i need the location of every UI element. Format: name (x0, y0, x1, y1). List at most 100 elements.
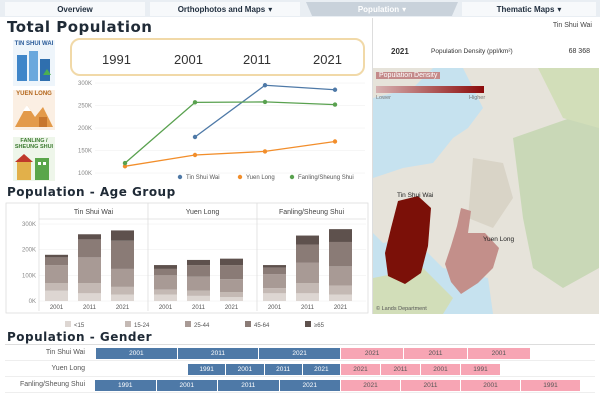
row-divider (5, 376, 595, 377)
density-district-name: Tin Shui Wai (552, 22, 592, 29)
bar-segment (111, 230, 134, 241)
gender-female-segment[interactable]: 2021 (341, 348, 405, 359)
year-2011[interactable]: 2011 (243, 52, 271, 67)
gender-female-segment[interactable]: 1991 (521, 380, 581, 391)
bar-segment (296, 235, 319, 245)
year-2021[interactable]: 2021 (313, 52, 342, 67)
bar-segment (154, 294, 177, 301)
legend-swatch (237, 174, 243, 180)
gender-female-segment[interactable]: 2021 (341, 380, 401, 391)
bar-segment (187, 265, 210, 277)
bar-segment (263, 293, 286, 301)
gender-male-segment[interactable]: 2021 (259, 348, 341, 359)
bar-segment (220, 265, 243, 280)
building-icon (17, 51, 51, 81)
gender-male-segment[interactable]: 1991 (188, 364, 227, 375)
legend-label: <15 (74, 323, 85, 329)
x-tick-label: 2001 (159, 305, 173, 311)
bar-segment (111, 240, 134, 269)
gender-female-segment[interactable]: 2011 (381, 364, 421, 375)
y-tick-label: 0K (29, 299, 36, 305)
district-fanling-sheung-shui[interactable]: FANLING / SHEUNG SHUI (13, 137, 55, 181)
bar-segment (329, 294, 352, 301)
chevron-down-icon: ▾ (268, 4, 273, 14)
bar-segment (329, 241, 352, 267)
density-year: 2021 (391, 47, 409, 56)
bar-segment (296, 262, 319, 284)
gender-row-label: Fanling/Sheung Shui (20, 381, 85, 388)
gender-female-segment[interactable]: 1991 (461, 364, 501, 375)
bar-segment (187, 290, 210, 296)
bar-segment (154, 289, 177, 295)
gender-female-segment[interactable]: 2001 (421, 364, 461, 375)
density-map[interactable]: Tin Shui Wai Yuen Long © Lands Departmen… (373, 68, 599, 314)
series-line-2 (124, 101, 336, 164)
density-label: Population Density (ppl/km²) (431, 48, 513, 55)
legend-swatch (305, 321, 311, 327)
bar-segment (154, 265, 177, 269)
tab-thematic-maps[interactable]: Thematic Maps ▾ (462, 2, 596, 16)
gender-row-label: Yuen Long (51, 365, 85, 372)
bar-segment (263, 274, 286, 289)
density-value: 68 368 (568, 48, 590, 55)
gender-male-segment[interactable]: 2001 (226, 364, 265, 375)
legend-swatch (65, 321, 71, 327)
bar-segment (296, 244, 319, 263)
legend-swatch (185, 321, 191, 327)
bar-segment (111, 286, 134, 295)
bar-segment (78, 293, 101, 301)
panel-header: Yuen Long (186, 209, 220, 216)
gender-male-segment[interactable]: 2011 (218, 380, 280, 391)
bar-segment (263, 288, 286, 294)
bar-segment (78, 257, 101, 284)
y-tick-label: 200K (22, 248, 36, 254)
gender-title: Population - Gender (7, 330, 153, 344)
gender-male-segment[interactable]: 2011 (264, 364, 303, 375)
map-label-yuen-long: Yuen Long (483, 236, 515, 243)
gender-male-segment[interactable]: 2011 (177, 348, 260, 359)
bar-segment (78, 234, 101, 240)
series-line-1 (124, 140, 336, 167)
year-2001[interactable]: 2001 (174, 52, 203, 67)
tab-population[interactable]: Population ▾ (306, 2, 458, 16)
bar-segment (263, 265, 286, 268)
gender-female-segment[interactable]: 2011 (401, 380, 461, 391)
x-tick-label: 2011 (83, 305, 97, 311)
row-divider (5, 392, 595, 393)
panel-header: Tin Shui Wai (74, 209, 114, 216)
gender-male-segment[interactable]: 2001 (96, 348, 178, 359)
bar-segment (329, 266, 352, 286)
gender-female-segment[interactable]: 2001 (467, 348, 531, 359)
tab-overview[interactable]: Overview (5, 2, 145, 16)
gender-female-segment[interactable]: 2001 (461, 380, 521, 391)
y-tick-label: 300K (22, 222, 36, 228)
y-tick-label: 250K (78, 104, 92, 110)
gender-male-segment[interactable]: 2021 (279, 380, 341, 391)
map-label-tin-shui-wai: Tin Shui Wai (397, 192, 434, 199)
legend-swatch (125, 321, 131, 327)
gender-female-segment[interactable]: 2021 (341, 364, 381, 375)
district-tin-shui-wai[interactable]: TIN SHUI WAI (13, 40, 55, 86)
data-point (332, 87, 338, 92)
legend-label: 45-64 (254, 323, 270, 329)
gender-female-segment[interactable]: 2011 (404, 348, 468, 359)
bar-segment (329, 285, 352, 295)
legend-label: 15-24 (134, 323, 150, 329)
data-point (332, 139, 338, 144)
year-1991[interactable]: 1991 (102, 52, 131, 67)
legend-swatch (289, 174, 295, 180)
data-point (122, 160, 128, 166)
gender-male-segment[interactable]: 1991 (95, 380, 157, 391)
legend-label: Fanling/Sheung Shui (298, 175, 354, 181)
tab-orthophotos-and-maps[interactable]: Orthophotos and Maps ▾ (150, 2, 300, 16)
bar-segment (220, 258, 243, 266)
bar-segment (296, 283, 319, 294)
legend-label: Tin Shui Wai (186, 175, 220, 181)
district-yuen-long[interactable]: YUEN LONG (13, 90, 55, 130)
y-tick-label: 100K (22, 273, 36, 279)
bar-segment (111, 294, 134, 301)
gender-male-segment[interactable]: 2001 (156, 380, 218, 391)
tab-bar: Overview Orthophotos and Maps ▾ Populatio… (0, 0, 600, 17)
gender-male-segment[interactable]: 2021 (302, 364, 341, 375)
density-legend-lower: Lower (376, 95, 391, 101)
